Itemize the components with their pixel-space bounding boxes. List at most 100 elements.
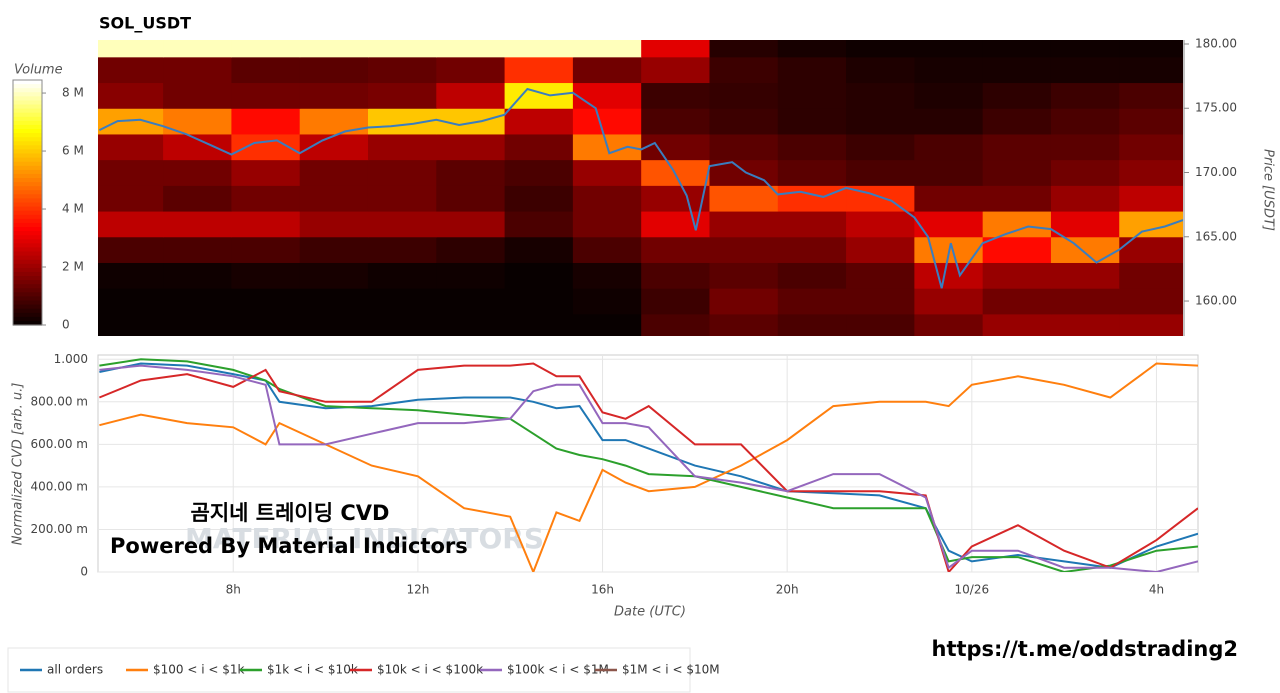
heatmap-cell: [231, 211, 301, 238]
colorbar-step: [13, 206, 42, 212]
heatmap-cell: [299, 185, 369, 212]
heatmap-cell: [641, 82, 710, 109]
heatmap-cell: [709, 40, 779, 58]
heatmap-cell: [1050, 159, 1120, 186]
heatmap-cell: [367, 288, 437, 315]
heatmap-cell: [1050, 40, 1120, 58]
colorbar-step: [13, 214, 42, 220]
heatmap-cell: [572, 56, 642, 84]
legend-label: all orders: [47, 663, 103, 677]
colorbar-step: [13, 296, 42, 302]
heatmap-cell: [436, 211, 506, 238]
heatmap-cell: [641, 185, 710, 212]
heatmap-cell: [709, 262, 779, 289]
heatmap-cell: [846, 108, 915, 135]
heatmap-cell: [504, 40, 574, 58]
heatmap-cell: [299, 82, 369, 109]
colorbar-step: [13, 218, 42, 224]
y2-axis-label: Price [USDT]: [1261, 149, 1276, 231]
colorbar-step: [13, 137, 42, 142]
heatmap-cell: [1119, 313, 1183, 336]
heatmap-cell: [846, 133, 915, 161]
heatmap-cell: [436, 40, 506, 58]
heatmap-cell: [504, 288, 574, 315]
colorbar-step: [13, 190, 42, 195]
legend-label: $10k < i < $100k: [377, 663, 483, 677]
legend-label: $1M < i < $10M: [622, 663, 720, 677]
heatmap-cell: [98, 82, 164, 109]
colorbar-tick-label: 6 M: [62, 144, 84, 158]
heatmap-cell: [299, 262, 369, 289]
heatmap-cell: [982, 56, 1052, 84]
heatmap-cell: [504, 185, 574, 212]
heatmap-cell: [914, 40, 984, 58]
heatmap-cell: [1050, 211, 1120, 238]
heatmap-cell: [299, 211, 369, 238]
heatmap-cell: [914, 133, 984, 161]
heatmap-cell: [98, 211, 164, 238]
heatmap-cell: [1050, 288, 1120, 315]
y-tick-label: 600.00 m: [31, 437, 89, 451]
heatmap-cell: [504, 313, 574, 336]
colorbar-step: [13, 235, 42, 240]
x-axis-label: Date (UTC): [614, 605, 686, 620]
colorbar-step: [13, 116, 42, 122]
colorbar-step: [13, 153, 42, 159]
heatmap-cell: [98, 40, 164, 58]
heatmap-cell: [641, 40, 710, 58]
heatmap-cell: [709, 56, 779, 84]
heatmap-cell: [367, 185, 437, 212]
colorbar-tick-label: 2 M: [62, 260, 84, 274]
annotation: Powered By Material Indictors: [110, 534, 468, 558]
colorbar-step: [13, 292, 42, 298]
heatmap-cell: [914, 288, 984, 315]
heatmap-cell: [1050, 236, 1120, 263]
colorbar-frame: [12, 79, 43, 326]
cvd-lines: [99, 358, 1198, 572]
heatmap-cell: [367, 82, 437, 109]
heatmap-cell: [709, 288, 779, 315]
colorbar-step: [13, 169, 42, 175]
heatmap-cell: [641, 262, 710, 289]
cvd-line: [99, 364, 1198, 572]
colorbar-step: [13, 182, 42, 187]
heatmap-cell: [982, 211, 1052, 238]
colorbar-step: [13, 157, 42, 163]
overlay: 160.00 165.00 170.00 175.00 180.00 0 2 M 4 M 6 M…: [12, 36, 1238, 677]
heatmap-cell: [98, 56, 164, 84]
heatmap-cell: [1050, 262, 1120, 289]
legend-box: [7, 647, 691, 693]
colorbar-step: [13, 165, 42, 171]
colorbar-step: [13, 288, 42, 293]
heatmap-cell: [709, 108, 779, 135]
colorbar-step: [13, 308, 42, 314]
colorbar-step: [13, 320, 42, 326]
heatmap-cell: [777, 236, 847, 263]
colorbar-step: [13, 267, 42, 273]
heatmap-cell: [982, 40, 1052, 58]
colorbar-step: [13, 108, 42, 114]
heatmap-cell: [231, 236, 301, 263]
heatmap-cell: [367, 56, 437, 84]
heatmap-cell: [98, 236, 164, 263]
heatmap-cell: [777, 82, 847, 109]
heatmap-cell: [163, 40, 232, 58]
y-tick-label: 800.00 m: [31, 394, 89, 408]
heatmap-cell: [572, 108, 642, 135]
heatmap-cell: [231, 40, 301, 58]
heatmap-cell: [163, 82, 232, 109]
heatmap-cell: [163, 56, 232, 84]
heatmap-cell: [982, 236, 1052, 263]
heatmap-panel: [98, 40, 1183, 336]
heatmap-cell: [504, 108, 574, 135]
colorbar-step: [13, 80, 42, 85]
colorbar-step: [13, 149, 42, 155]
heatmap-cell: [1119, 288, 1183, 315]
heatmap-cell: [1119, 262, 1183, 289]
heatmap-cell: [436, 288, 506, 315]
heatmap-cell: [367, 211, 437, 238]
cvd-line: [99, 362, 1198, 569]
heatmap-cell: [641, 108, 710, 135]
heatmap-cell: [1119, 185, 1183, 212]
y2-tick-label: 175.00: [1195, 101, 1237, 115]
